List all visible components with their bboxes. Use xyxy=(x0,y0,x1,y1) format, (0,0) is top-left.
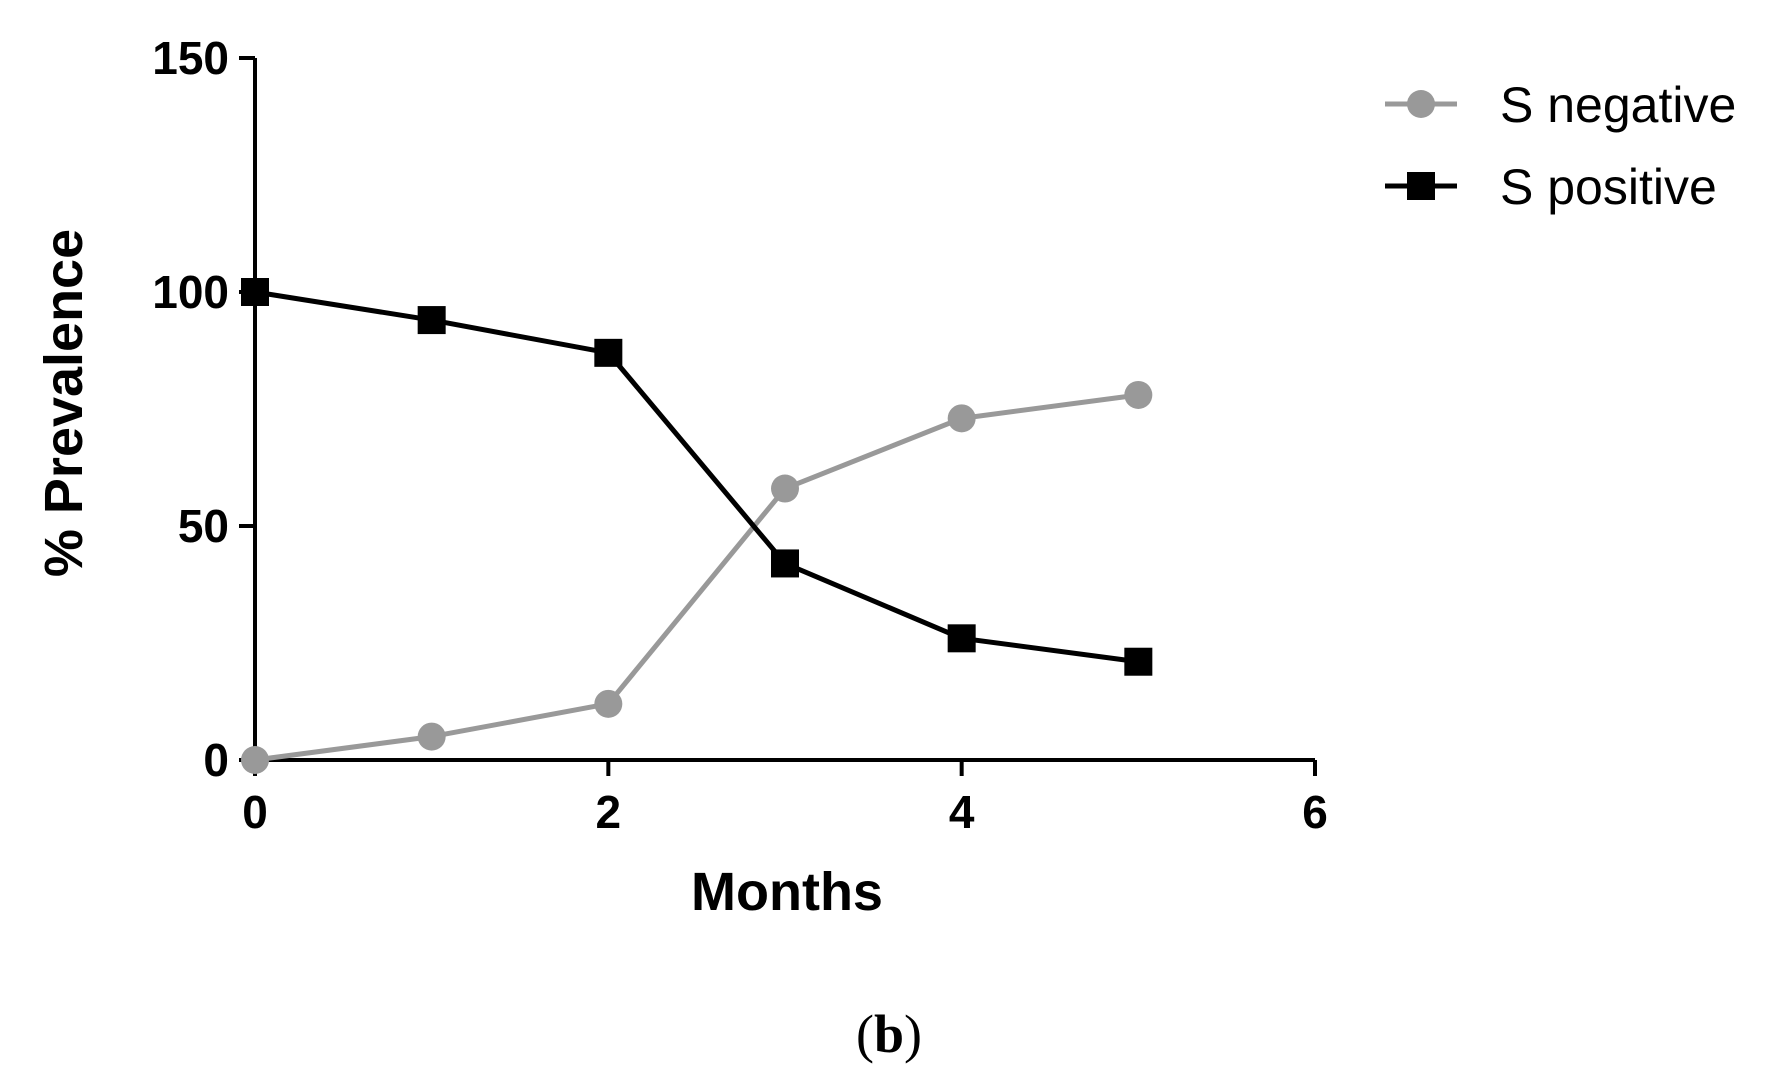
data-point xyxy=(417,306,446,335)
panel-label-letter: b xyxy=(874,1004,904,1064)
legend-label: S negative xyxy=(1500,77,1736,133)
panel-label-open: ( xyxy=(856,1004,874,1064)
x-tick-label: 2 xyxy=(596,786,622,838)
legend-item: S negative xyxy=(1385,77,1736,133)
panel-label-close: ) xyxy=(904,1004,922,1064)
data-point xyxy=(947,624,976,653)
y-axis-title: % Prevalence xyxy=(34,229,94,577)
x-tick-label: 0 xyxy=(242,786,268,838)
legend-label: S positive xyxy=(1500,159,1717,215)
series-s-negative xyxy=(241,380,1153,774)
series-line xyxy=(254,289,1139,665)
series-s-positive xyxy=(241,278,1153,676)
data-point xyxy=(594,689,623,718)
data-point xyxy=(417,722,446,751)
x-tick-label: 4 xyxy=(949,786,975,838)
x-axis-title: Months xyxy=(691,862,883,922)
data-point xyxy=(1124,647,1153,676)
data-point xyxy=(771,549,799,578)
data-point xyxy=(594,338,623,367)
legend-marker xyxy=(1407,172,1435,200)
y-tick-label: 150 xyxy=(152,32,229,84)
legend: S negative S positive xyxy=(1385,77,1736,215)
axes xyxy=(253,58,1315,762)
y-ticks: 0 50 100 150 xyxy=(152,32,255,786)
y-tick-label: 0 xyxy=(203,734,229,786)
x-tick-label: 6 xyxy=(1302,786,1328,838)
y-tick-label: 100 xyxy=(152,266,229,318)
legend-marker xyxy=(1407,90,1435,118)
data-point xyxy=(241,746,269,774)
series-layer xyxy=(241,278,1153,774)
data-point xyxy=(947,404,976,433)
data-point xyxy=(771,474,799,503)
x-ticks: 0 2 4 6 xyxy=(242,760,1328,838)
y-tick-label: 50 xyxy=(178,500,229,552)
legend-item: S positive xyxy=(1385,159,1717,215)
data-point xyxy=(1124,380,1153,409)
panel-label: (b) xyxy=(856,1004,922,1064)
data-point xyxy=(241,278,269,306)
series-line xyxy=(254,392,1139,763)
